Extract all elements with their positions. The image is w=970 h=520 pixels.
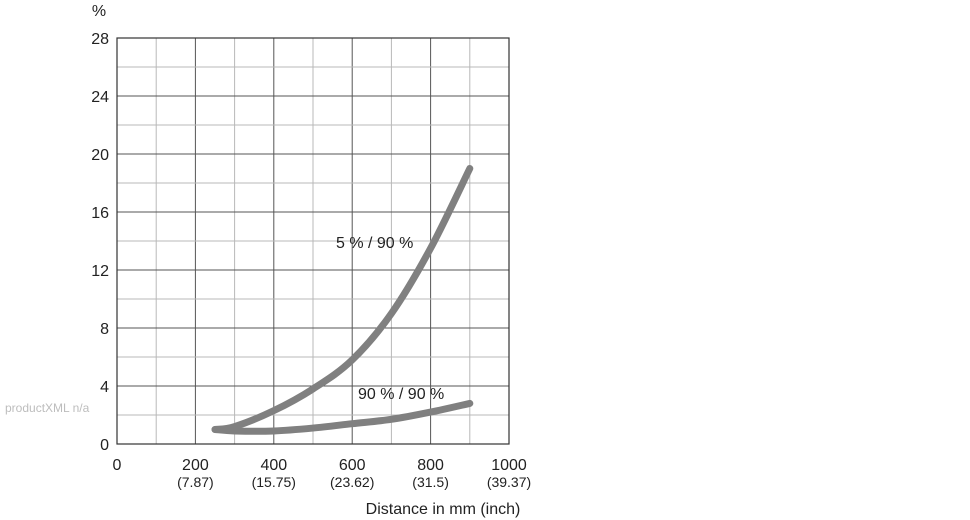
x-tick-label: 1000 [491, 457, 527, 474]
y-tick-label: 4 [100, 379, 109, 396]
series-line-1 [211, 399, 474, 435]
x-tick-sublabel: (15.75) [252, 474, 296, 490]
series-label-5-90: 5 % / 90 % [336, 235, 413, 252]
x-tick-labels: 0 200(7.87) 400(15.75) 600(23.62) 800(31.5) 1… [113, 457, 532, 490]
x-tick-label: 600 [339, 457, 366, 474]
y-tick-label: 0 [100, 437, 109, 454]
x-axis-label: Distance in mm (inch) [366, 501, 521, 518]
x-tick-sublabel: (7.87) [177, 474, 214, 490]
x-tick-label: 800 [417, 457, 444, 474]
y-axis-label: % [92, 3, 106, 20]
x-tick-label: 400 [260, 457, 287, 474]
series-label-90-90: 90 % / 90 % [358, 386, 444, 403]
watermark-text: productXML n/a [5, 401, 90, 415]
y-tick-label: 24 [91, 89, 109, 106]
grid-lines [117, 38, 509, 444]
y-tick-label: 20 [91, 147, 109, 164]
y-tick-label: 8 [100, 321, 109, 338]
y-tick-label: 28 [91, 31, 109, 48]
y-tick-labels: 0 4 8 12 16 20 24 28 [91, 31, 109, 454]
plot-frame [116, 37, 510, 445]
series-lines [211, 165, 474, 435]
x-tick-sublabel: (31.5) [412, 474, 449, 490]
y-tick-label: 16 [91, 205, 109, 222]
series-line-0 [211, 165, 474, 433]
x-tick-sublabel: (23.62) [330, 474, 374, 490]
y-tick-label: 12 [91, 263, 109, 280]
x-tick-label: 0 [113, 457, 122, 474]
x-tick-label: 200 [182, 457, 209, 474]
x-tick-sublabel: (39.37) [487, 474, 531, 490]
